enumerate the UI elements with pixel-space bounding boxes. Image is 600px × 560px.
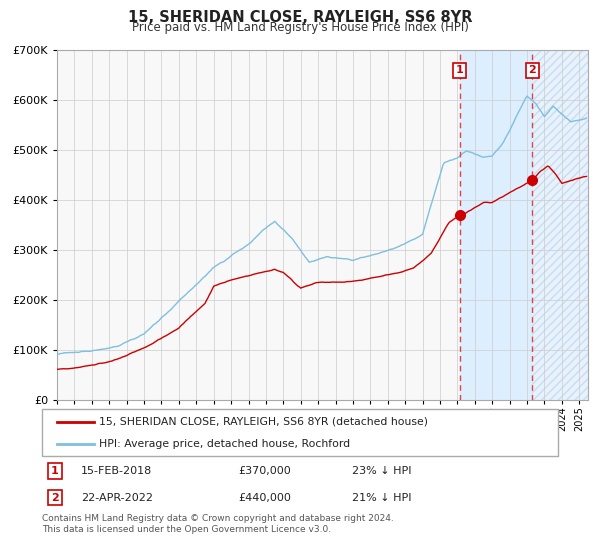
Text: HPI: Average price, detached house, Rochford: HPI: Average price, detached house, Roch… [99,438,350,449]
FancyBboxPatch shape [42,409,558,456]
Bar [532,50,588,400]
Text: 2: 2 [51,492,59,502]
Text: Price paid vs. HM Land Registry's House Price Index (HPI): Price paid vs. HM Land Registry's House … [131,21,469,34]
Text: 1: 1 [51,466,59,476]
Bar [460,50,532,400]
Text: 2: 2 [529,66,536,76]
Text: 15, SHERIDAN CLOSE, RAYLEIGH, SS6 8YR: 15, SHERIDAN CLOSE, RAYLEIGH, SS6 8YR [128,10,472,25]
Text: 15, SHERIDAN CLOSE, RAYLEIGH, SS6 8YR (detached house): 15, SHERIDAN CLOSE, RAYLEIGH, SS6 8YR (d… [99,417,428,427]
Text: 23% ↓ HPI: 23% ↓ HPI [352,466,411,476]
Text: 21% ↓ HPI: 21% ↓ HPI [352,492,411,502]
Text: 15-FEB-2018: 15-FEB-2018 [80,466,152,476]
Text: 22-APR-2022: 22-APR-2022 [80,492,152,502]
Text: Contains HM Land Registry data © Crown copyright and database right 2024.: Contains HM Land Registry data © Crown c… [42,514,394,523]
Text: This data is licensed under the Open Government Licence v3.0.: This data is licensed under the Open Gov… [42,525,331,534]
Text: 1: 1 [455,66,463,76]
Text: £440,000: £440,000 [238,492,291,502]
Text: £370,000: £370,000 [238,466,291,476]
Bar [532,50,588,400]
